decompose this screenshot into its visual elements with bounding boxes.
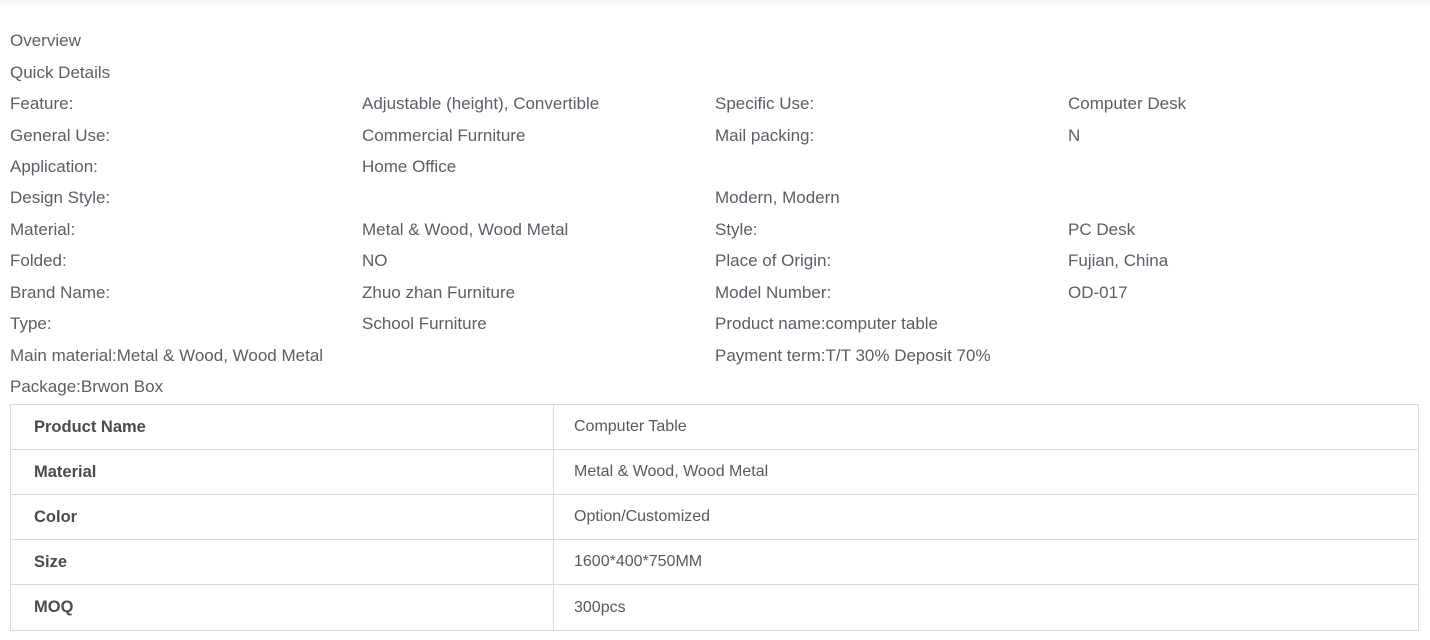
qd-row-type: Type: School Furniture Product name:comp…: [10, 308, 1430, 339]
section-heading-row: Overview: [10, 25, 1430, 56]
spec-table: Product Name Computer Table Material Met…: [10, 404, 1419, 632]
qd-row-application: Application: Home Office: [10, 151, 1430, 182]
spec-value-size: 1600*400*750MM: [574, 553, 703, 571]
qd-label: Type:: [10, 314, 52, 334]
table-row: Color Option/Customized: [11, 495, 1418, 541]
qd-value: Zhuo zhan Furniture: [362, 282, 516, 302]
spec-label-material: Material: [11, 450, 554, 495]
spec-value-product-name: Computer Table: [574, 418, 687, 436]
qd-value: PC Desk: [1068, 219, 1136, 239]
qd-row-design-style: Design Style: Modern, Modern: [10, 182, 1430, 213]
qd-value: Modern, Modern: [715, 188, 840, 208]
table-row: Product Name Computer Table: [11, 405, 1418, 451]
qd-label: Feature:: [10, 94, 74, 114]
table-row: Material Metal & Wood, Wood Metal: [11, 450, 1418, 496]
qd-value: Fujian, China: [1068, 251, 1169, 271]
qd-label: Design Style:: [10, 188, 111, 208]
qd-value: Payment term:T/T 30% Deposit 70%: [715, 345, 991, 365]
spec-value-color: Option/Customized: [574, 508, 711, 526]
qd-label: Application:: [10, 156, 98, 176]
qd-label: Material:: [10, 219, 76, 239]
quick-details-section: Overview Quick Details Feature: Adjustab…: [0, 8, 1430, 402]
qd-value: School Furniture: [362, 314, 487, 334]
table-row: Size 1600*400*750MM: [11, 540, 1418, 586]
qd-value: OD-017: [1068, 282, 1128, 302]
qd-row-main-material: Main material:Metal & Wood, Wood Metal P…: [10, 339, 1430, 370]
qd-value: Metal & Wood, Wood Metal: [362, 219, 569, 239]
qd-value: Main material:Metal & Wood, Wood Metal: [10, 345, 324, 365]
qd-row-material: Material: Metal & Wood, Wood Metal Style…: [10, 214, 1430, 245]
spec-label-product-name: Product Name: [11, 405, 554, 450]
overview-heading: Overview: [10, 31, 81, 51]
spec-value-moq: 300pcs: [574, 598, 626, 616]
spec-label-moq: MOQ: [11, 585, 554, 631]
qd-row-general-use: General Use: Commercial Furniture Mail p…: [10, 119, 1430, 150]
section-heading-row: Quick Details: [10, 56, 1430, 87]
qd-label: Specific Use:: [715, 94, 815, 114]
qd-value: NO: [362, 251, 388, 271]
qd-row-feature: Feature: Adjustable (height), Convertibl…: [10, 88, 1430, 119]
qd-value: N: [1068, 125, 1081, 145]
qd-label: Place of Origin:: [715, 251, 832, 271]
qd-value: Package:Brwon Box: [10, 377, 164, 397]
qd-label: Mail packing:: [715, 125, 815, 145]
quick-details-heading: Quick Details: [10, 62, 111, 82]
qd-label: Style:: [715, 219, 758, 239]
spec-label-color: Color: [11, 495, 554, 540]
qd-label: General Use:: [10, 125, 111, 145]
spec-value-material: Metal & Wood, Wood Metal: [574, 463, 769, 481]
qd-value: Product name:computer table: [715, 314, 939, 334]
qd-label: Model Number:: [715, 282, 832, 302]
qd-value: Commercial Furniture: [362, 125, 526, 145]
qd-label: Folded:: [10, 251, 67, 271]
qd-row-brand-name: Brand Name: Zhuo zhan Furniture Model Nu…: [10, 277, 1430, 308]
qd-value: Home Office: [362, 156, 457, 176]
qd-row-package: Package:Brwon Box: [10, 371, 1430, 402]
table-row: MOQ 300pcs: [11, 585, 1418, 631]
qd-label: Brand Name:: [10, 282, 111, 302]
qd-value: Adjustable (height), Convertible: [362, 94, 600, 114]
spec-label-size: Size: [11, 540, 554, 585]
top-fade-gradient: [0, 0, 1430, 8]
qd-row-folded: Folded: NO Place of Origin: Fujian, Chin…: [10, 245, 1430, 276]
qd-value: Computer Desk: [1068, 94, 1187, 114]
